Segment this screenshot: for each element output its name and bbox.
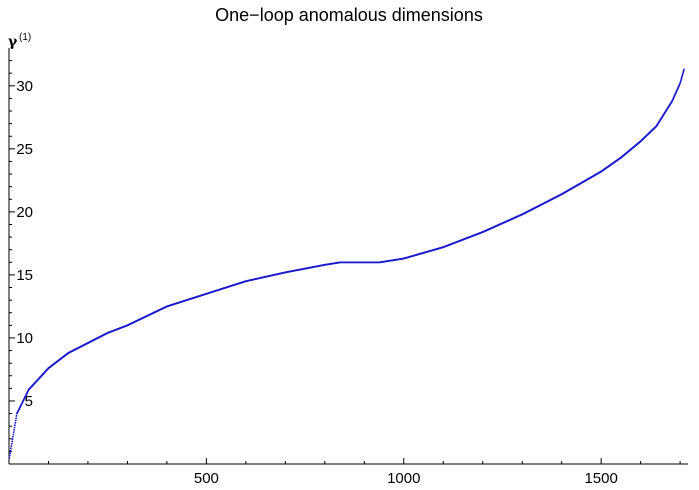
- y-tick-label: 25: [16, 141, 33, 158]
- data-point: [676, 89, 678, 92]
- data-point: [675, 91, 677, 93]
- data-point: [676, 88, 679, 91]
- data-point: [12, 431, 15, 433]
- data-point: [10, 447, 12, 450]
- y-tick-label: 20: [16, 204, 33, 221]
- axis-ticks: 500 1000 1500 5 10 15 20 25 30: [9, 60, 681, 487]
- y-axis-label-symbol: γ: [8, 34, 18, 50]
- data-point: [11, 440, 13, 443]
- data-point: [680, 78, 683, 80]
- data-point: [9, 452, 11, 454]
- data-point: [8, 456, 11, 459]
- data-point: [676, 87, 679, 90]
- data-point: [677, 86, 679, 89]
- y-tick-label: 30: [16, 78, 33, 95]
- chart-title: One−loop anomalous dimensions: [215, 5, 483, 25]
- data-point: [678, 83, 681, 85]
- data-point: [11, 438, 14, 440]
- data-point: [12, 433, 15, 436]
- data-point: [681, 74, 684, 76]
- data-point: [672, 97, 675, 100]
- data-point: [680, 79, 682, 82]
- data-point: [674, 92, 677, 94]
- data-point: [16, 411, 19, 414]
- data-point: [673, 94, 676, 97]
- data-point: [675, 90, 678, 93]
- data-point: [672, 96, 675, 99]
- x-tick-label: 1000: [387, 470, 420, 487]
- data-point: [15, 417, 17, 420]
- data-point: [679, 82, 681, 85]
- data-point: [674, 93, 677, 95]
- data-point: [25, 394, 27, 397]
- x-tick-label: 500: [194, 470, 219, 487]
- data-point: [672, 98, 674, 100]
- data-point: [13, 426, 16, 429]
- data-point: [14, 419, 17, 422]
- data-point: [679, 81, 682, 83]
- data-point: [15, 415, 18, 417]
- data-point: [9, 449, 12, 452]
- data-point: [674, 93, 676, 96]
- data-point: [681, 75, 683, 78]
- data-point: [8, 454, 11, 457]
- x-tick-label: 1500: [584, 470, 617, 487]
- data-point: [14, 422, 17, 424]
- data-point: [27, 390, 29, 393]
- y-axis-label-superscript: (1): [19, 32, 31, 43]
- data-point: [14, 424, 16, 426]
- data-point: [13, 429, 15, 431]
- y-tick-label: 10: [16, 330, 33, 347]
- data-point: [12, 436, 14, 438]
- data-point: [678, 84, 681, 86]
- data-point: [10, 442, 13, 445]
- data-point: [677, 86, 680, 88]
- y-axis-label: γ (1): [8, 32, 31, 50]
- data-point: [20, 404, 22, 407]
- data-point: [678, 85, 680, 87]
- data-point: [10, 445, 13, 447]
- data-point: [680, 76, 683, 79]
- data-point: [682, 70, 685, 72]
- data-point: [671, 100, 674, 102]
- y-tick-label: 15: [16, 267, 33, 284]
- y-tick-label: 5: [25, 393, 33, 410]
- data-point: [682, 71, 685, 73]
- data-point: [21, 401, 24, 404]
- data-point: [682, 72, 684, 75]
- data-point: [683, 68, 685, 71]
- data-point: [673, 95, 675, 98]
- data-point: [671, 99, 674, 101]
- data-series: [8, 68, 685, 459]
